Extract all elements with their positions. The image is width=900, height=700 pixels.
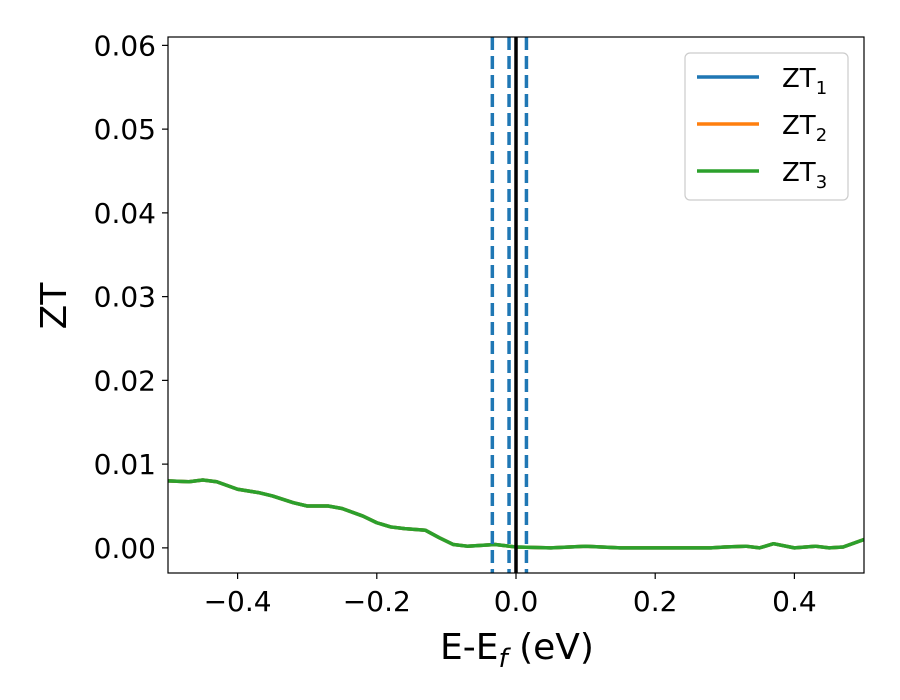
legend-label-zt1: ZT1	[782, 64, 827, 99]
y-tick-label: 0.04	[94, 197, 156, 230]
x-tick-label: −0.2	[343, 585, 411, 618]
x-axis-title: E-Ef (eV)	[440, 627, 594, 674]
y-tick-label: 0.01	[94, 448, 156, 481]
x-tick-label: 0.4	[772, 585, 817, 618]
plot-area	[168, 37, 864, 573]
legend-label-zt2: ZT2	[782, 111, 827, 146]
x-tick-label: 0.2	[633, 585, 678, 618]
legend-label-main: ZT	[782, 158, 816, 188]
legend-label-sub: 2	[816, 125, 827, 146]
x-tick-label: 0.0	[494, 585, 539, 618]
y-tick-label: 0.05	[94, 113, 156, 146]
y-tick-label: 0.06	[94, 29, 156, 62]
legend-label-zt3: ZT3	[782, 158, 827, 193]
x-axis-title-unit: (eV)	[508, 627, 594, 668]
legend-label-main: ZT	[782, 111, 816, 141]
y-tick-label: 0.03	[94, 281, 156, 314]
y-tick-label: 0.00	[94, 532, 156, 565]
x-axis-title-main: E-E	[440, 627, 498, 668]
plot-inner	[168, 37, 864, 573]
y-axis-title: ZT	[34, 282, 75, 330]
x-tick-label: −0.4	[204, 585, 272, 618]
axes: −0.4 −0.2 0.0 0.2 0.4 0.00 0.01 0.02 0.03 0.04 0.0…	[94, 29, 865, 618]
legend-label-sub: 1	[816, 78, 827, 99]
y-tick-label: 0.02	[94, 364, 156, 397]
legend-label-main: ZT	[782, 64, 816, 94]
legend-box	[684, 52, 849, 201]
legend-label-sub: 3	[816, 172, 827, 193]
series-line-zt3	[168, 478, 864, 550]
